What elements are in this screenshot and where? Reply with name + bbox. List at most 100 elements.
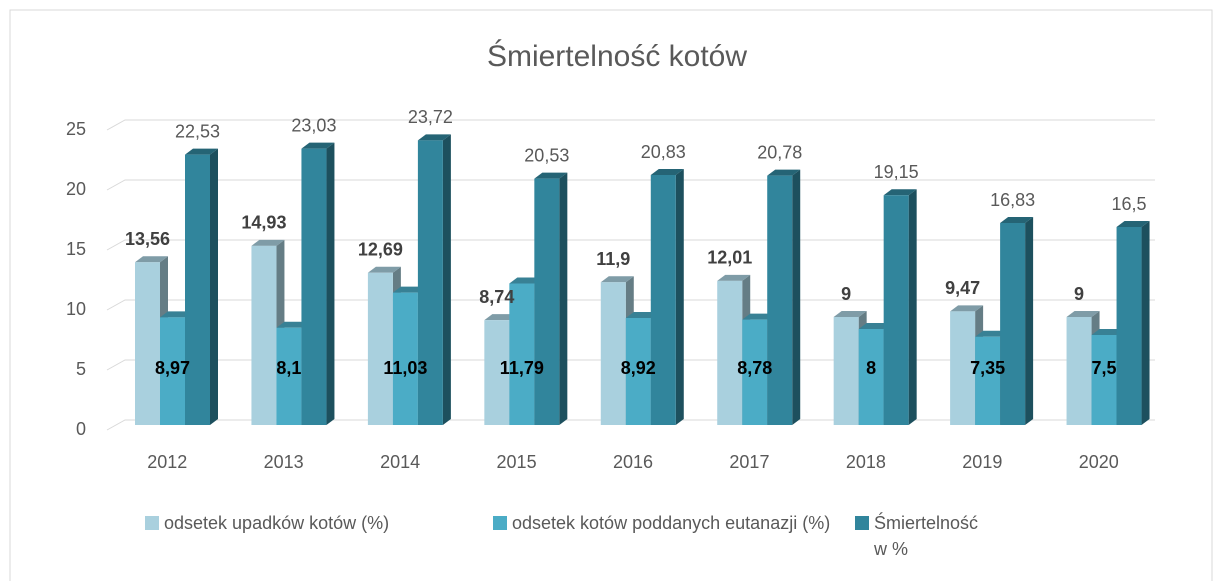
bar-face bbox=[950, 305, 984, 312]
y-tick-label: 15 bbox=[66, 239, 86, 259]
legend-swatch bbox=[145, 516, 159, 530]
bar-face bbox=[1025, 217, 1034, 425]
bar-face bbox=[767, 169, 801, 176]
bar-face bbox=[717, 274, 751, 281]
bar-face bbox=[135, 256, 168, 263]
bar-face bbox=[600, 276, 634, 283]
data-label: 8,92 bbox=[621, 358, 656, 378]
data-label: 14,93 bbox=[241, 213, 286, 233]
data-label: 9 bbox=[841, 284, 851, 304]
bar-face bbox=[417, 134, 451, 141]
bar bbox=[301, 142, 335, 425]
bar-face bbox=[185, 154, 210, 425]
data-label: 16,5 bbox=[1112, 194, 1147, 214]
x-tick-label: 2013 bbox=[264, 452, 304, 472]
legend-label: odsetek upadków kotów (%) bbox=[164, 513, 390, 533]
data-label: 20,78 bbox=[757, 142, 802, 162]
data-label: 20,53 bbox=[524, 145, 569, 165]
bar-face bbox=[1066, 317, 1092, 425]
y-tick-label: 5 bbox=[76, 359, 86, 379]
data-label: 8,1 bbox=[276, 358, 301, 378]
legend-item: odsetek kotów poddanych eutanazji (%) bbox=[493, 510, 833, 536]
bar-face bbox=[908, 189, 917, 425]
bar-face bbox=[650, 175, 676, 425]
bar-face bbox=[1141, 221, 1150, 425]
data-label: 9,47 bbox=[945, 278, 980, 298]
bar-face bbox=[301, 148, 327, 425]
bar-face bbox=[883, 189, 917, 196]
x-tick-label: 2015 bbox=[497, 452, 537, 472]
bar bbox=[883, 189, 917, 425]
bar-face bbox=[251, 245, 277, 425]
bar-face bbox=[1091, 335, 1117, 425]
data-label: 13,56 bbox=[125, 229, 170, 249]
bar-face bbox=[276, 327, 302, 425]
bar-face bbox=[625, 311, 659, 318]
y-tick-label: 20 bbox=[66, 179, 86, 199]
bar-face bbox=[160, 311, 193, 318]
grid-line bbox=[106, 299, 1155, 311]
bar-face bbox=[792, 169, 801, 425]
bar-face bbox=[442, 134, 451, 426]
data-label: 19,15 bbox=[874, 162, 919, 182]
bar bbox=[417, 134, 451, 426]
data-label: 22,53 bbox=[175, 121, 220, 141]
x-tick-label: 2020 bbox=[1079, 452, 1119, 472]
legend-label: Śmiertelność w % bbox=[874, 513, 979, 559]
bar-face bbox=[1000, 217, 1034, 224]
bar-face bbox=[185, 148, 218, 155]
data-label: 16,83 bbox=[990, 190, 1035, 210]
x-tick-label: 2016 bbox=[613, 452, 653, 472]
data-label: 11,79 bbox=[500, 358, 544, 378]
bar-face bbox=[534, 178, 560, 425]
bar-face bbox=[833, 317, 859, 425]
bar-face bbox=[559, 172, 568, 425]
legend-swatch bbox=[493, 516, 507, 530]
legend-swatch bbox=[855, 516, 869, 530]
bar-face bbox=[251, 239, 285, 246]
bar-face bbox=[950, 311, 976, 425]
bar-face bbox=[367, 272, 393, 425]
bar bbox=[650, 169, 684, 425]
bar-face bbox=[301, 142, 335, 149]
y-tick-label: 25 bbox=[66, 119, 86, 139]
bar-face bbox=[135, 262, 160, 425]
bar-face bbox=[1116, 227, 1142, 425]
grid-line bbox=[106, 119, 1155, 131]
bar-face bbox=[717, 280, 743, 425]
legend-label: odsetek kotów poddanych eutanazji (%) bbox=[512, 513, 831, 533]
bar-face bbox=[276, 321, 310, 328]
bar-face bbox=[675, 169, 684, 425]
bar-face bbox=[975, 330, 1009, 337]
bar-face bbox=[392, 292, 418, 425]
bar bbox=[1000, 217, 1034, 425]
bar bbox=[767, 169, 801, 425]
x-tick-label: 2012 bbox=[147, 452, 187, 472]
data-label: 12,69 bbox=[358, 239, 403, 259]
data-label: 20,83 bbox=[641, 142, 686, 162]
data-label: 8 bbox=[866, 358, 876, 378]
bar-face bbox=[210, 148, 218, 425]
legend-item: Śmiertelność w % bbox=[855, 510, 995, 562]
bar-face bbox=[1091, 329, 1125, 335]
grid-line bbox=[106, 179, 1155, 191]
bar bbox=[185, 148, 218, 425]
chart-title: Śmiertelność kotów bbox=[487, 39, 747, 73]
y-tick-label: 10 bbox=[66, 299, 86, 319]
bar-face bbox=[883, 195, 909, 425]
bar-face bbox=[858, 323, 892, 329]
bar-face bbox=[392, 286, 426, 293]
bar-face bbox=[484, 320, 510, 425]
bar-face bbox=[600, 282, 626, 425]
data-label: 12,01 bbox=[707, 248, 752, 268]
bar-face bbox=[742, 319, 768, 425]
bar-face bbox=[1116, 221, 1150, 227]
data-label: 8,97 bbox=[155, 358, 190, 378]
bar-face bbox=[367, 266, 401, 273]
data-label: 8,74 bbox=[479, 287, 514, 307]
bar-face bbox=[509, 277, 543, 284]
grid-line bbox=[106, 419, 1155, 431]
data-label: 23,03 bbox=[291, 115, 336, 135]
data-label: 9 bbox=[1074, 284, 1084, 304]
